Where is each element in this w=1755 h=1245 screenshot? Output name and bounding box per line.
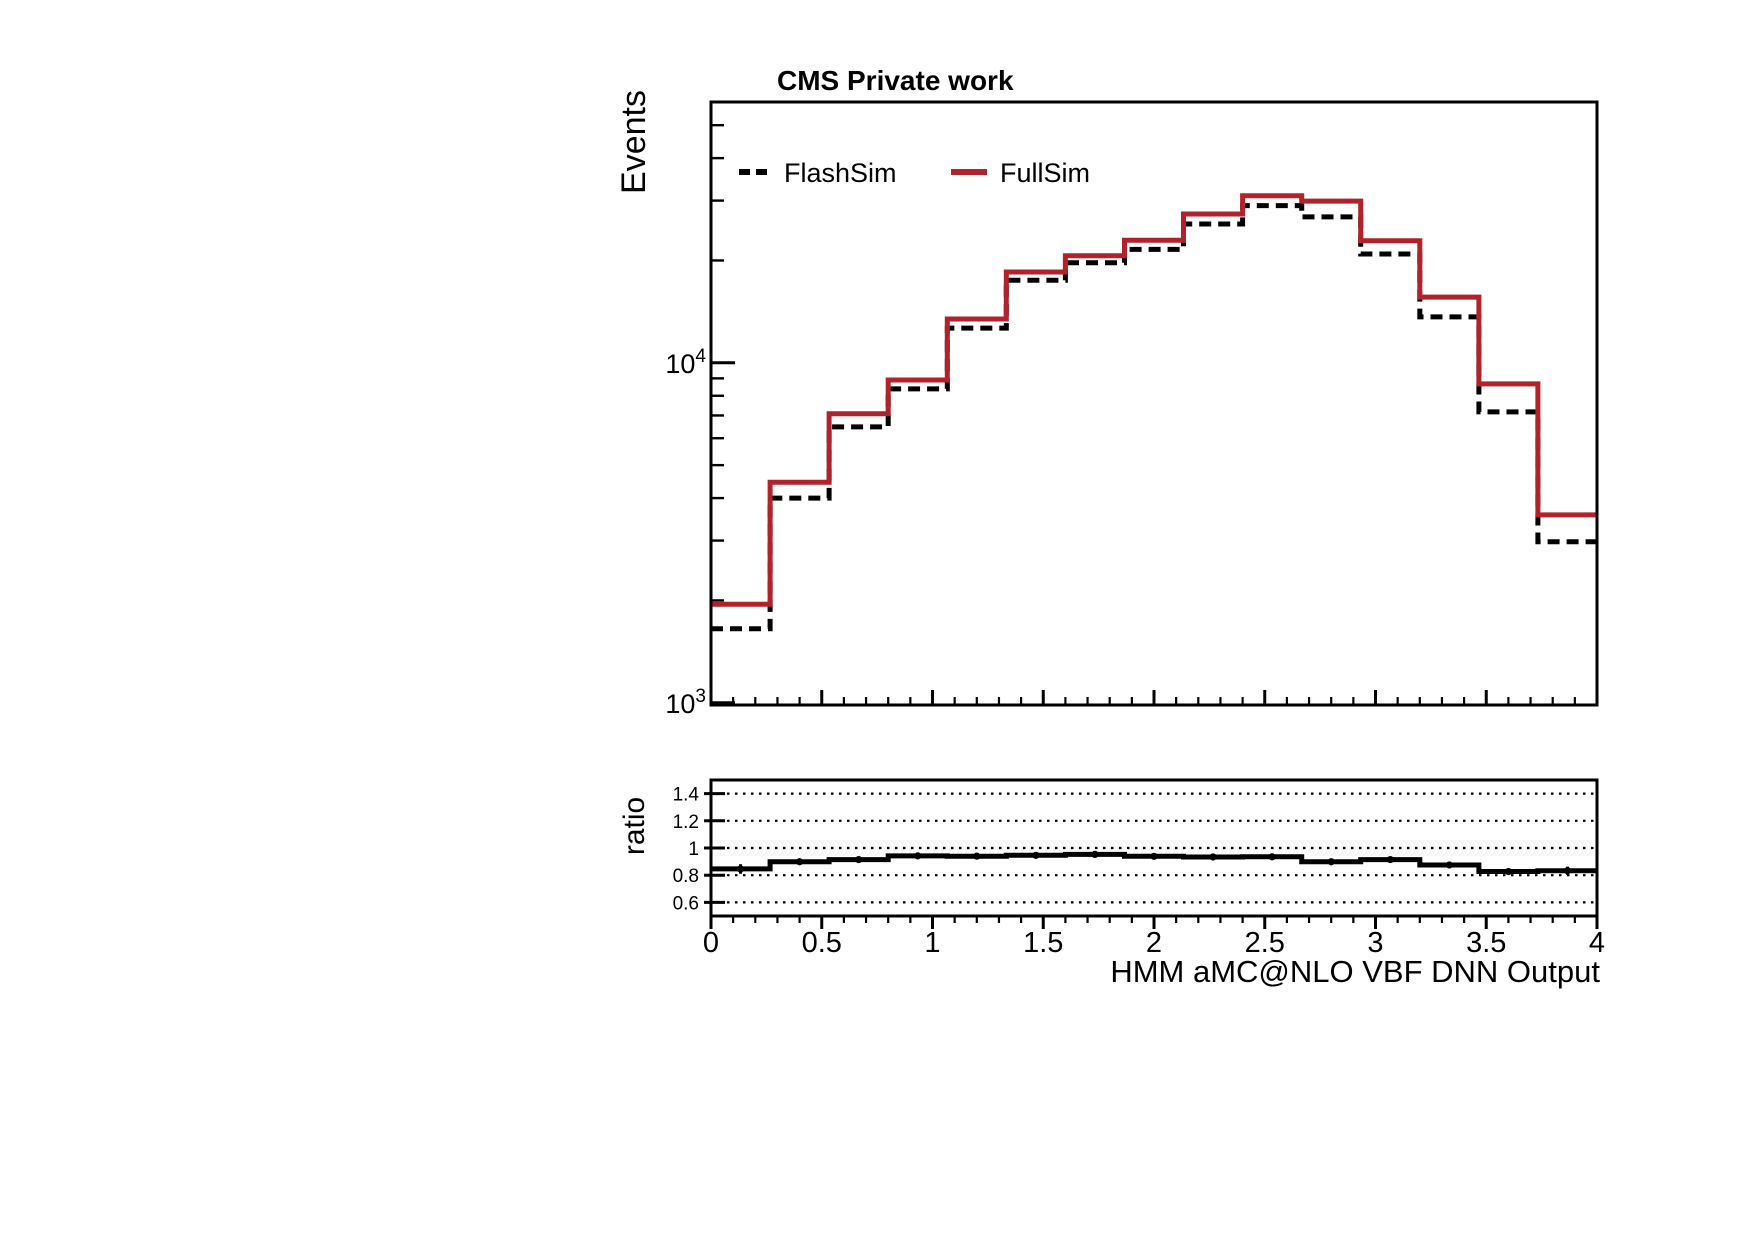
ratio-marker [1032,851,1040,859]
legend: FlashSim FullSim [739,158,1090,188]
ratio-marker [1150,852,1158,860]
ratio-marker [1209,853,1217,861]
xtick-label: 1.5 [1023,927,1063,959]
ratio-panel-frame [709,778,1599,918]
ratio-ytick-label: 1.2 [673,812,699,833]
x-axis-title: HMM aMC@NLO VBF DNN Output [1110,954,1600,989]
y-axis-title: Events [615,90,653,194]
ratio-ytick-label: 1.4 [673,785,700,806]
ratio-marker [1386,855,1394,864]
ratio-marker [1445,861,1453,869]
ytick-label-1e3: 103 [665,686,706,719]
ratio-marker [855,855,863,864]
ratio-marker [1091,850,1099,858]
xtick-label: 1 [924,927,940,959]
xtick-label: 3.5 [1466,927,1506,959]
fullsim-histogram [711,193,1597,607]
plot-content: 0.6 0.8 1 1.2 1.4 0 0.5 1 1.5 2 2.5 3 3.5 4 [673,100,1605,959]
ratio-marker [736,865,745,873]
flashsim-legend-label: FlashSim [784,158,897,188]
ratio-marker [914,852,922,860]
ratio-marker [1504,867,1512,876]
ratio-marker [796,858,804,866]
ratio-marker [1327,858,1335,866]
xtick-label: 0.5 [802,927,842,959]
ratio-marker [1563,867,1572,875]
fullsim-legend-label: FullSim [1000,158,1090,188]
xtick-label: 3 [1367,927,1383,959]
main-panel-frame [709,100,1599,707]
xtick-label: 4 [1589,927,1605,959]
ratio-ytick-label: 0.6 [673,893,699,914]
xtick-label: 0 [703,927,719,959]
ratio-marker [973,852,981,860]
ytick-label-1e4: 104 [665,346,706,379]
plot-title: CMS Private work [777,65,1014,96]
ratio-y-axis-title: ratio [618,797,651,855]
ratio-ytick-label: 0.8 [673,866,699,887]
ratio-ytick-label: 1 [688,839,699,860]
ratio-marker [1268,853,1276,861]
xtick-label: 2.5 [1245,927,1285,959]
xtick-label: 2 [1146,927,1162,959]
flashsim-histogram [711,203,1597,632]
